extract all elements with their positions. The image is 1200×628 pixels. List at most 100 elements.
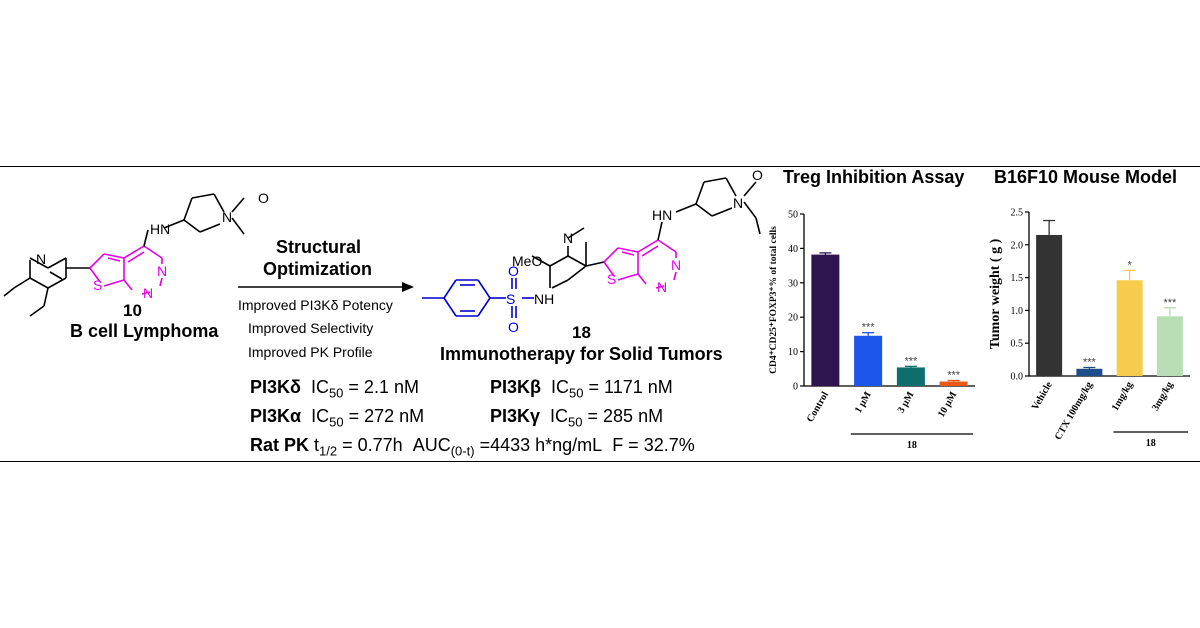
pi3k-alpha-name: PI3Kα: [250, 406, 302, 426]
ic-label: IC: [551, 377, 570, 397]
x-tick-label: Vehicle: [1030, 380, 1055, 413]
y-axis-label: Tumor weight ( g ): [988, 238, 1003, 349]
compound-18-number: 18: [572, 323, 591, 342]
bottom-rule: [0, 461, 1200, 462]
x-tick-label: CTX 100mg/kg: [1053, 380, 1095, 442]
pi3k-gamma-row: PI3Kγ IC50 = 285 nM: [490, 406, 663, 430]
pi3k-beta-value: = 1171 nM: [583, 377, 673, 397]
atom-label: O: [752, 168, 763, 183]
y-tick-label: 0: [793, 382, 798, 393]
x-tick-label: 3 μM: [896, 390, 917, 416]
chart-1-title: Treg Inhibition Assay: [783, 167, 965, 187]
arrow-title-line2: Optimization: [263, 259, 372, 279]
atom-label: NH: [534, 291, 554, 307]
y-tick-label: 30: [788, 278, 798, 289]
y-tick-label: 40: [788, 244, 798, 255]
pi3k-alpha-value: = 272 nM: [343, 406, 425, 426]
auc-sub: (0-t): [450, 443, 475, 459]
bar: [896, 367, 925, 386]
group-label: 18: [907, 440, 917, 451]
bar: [1156, 316, 1183, 376]
significance-label: ***: [904, 355, 918, 367]
y-tick-label: 0.0: [1011, 372, 1024, 383]
pi3k-gamma-name: PI3Kγ: [490, 406, 541, 426]
compound-18-structure: MeO N S O O NH HN N O S N N: [422, 168, 763, 335]
improvement-pk: Improved PK Profile: [248, 344, 373, 360]
improvement-potency: Improved PI3Kδ Potency: [238, 297, 393, 313]
arrow-title-line1: Structural: [276, 237, 362, 257]
ic-label: IC: [310, 377, 329, 397]
atom-label: N: [563, 230, 573, 246]
bioavailability: F = 32.7%: [612, 435, 695, 455]
bar: [811, 254, 840, 386]
significance-label: ***: [1083, 356, 1097, 368]
pi3k-alpha-row: PI3Kα IC50 = 272 nM: [250, 406, 424, 430]
significance-label: ***: [947, 369, 961, 381]
atom-label: MeO: [512, 253, 542, 269]
auc-label: AUC: [412, 435, 451, 455]
y-axis-label: CD4⁺CD25⁺FOXP3⁺% of total cells: [769, 226, 779, 374]
pi3k-beta-name: PI3Kβ: [490, 377, 542, 397]
pi3k-delta-value: = 2.1 nM: [343, 377, 419, 397]
rat-pk-name: Rat PK: [250, 435, 310, 455]
significance-label: ***: [862, 322, 876, 334]
atom-label: N: [733, 195, 743, 211]
ic-sub: 50: [329, 414, 344, 430]
atom-label: O: [508, 263, 519, 279]
x-tick-label: Control: [805, 390, 831, 424]
x-tick-label: 10 μM: [936, 390, 960, 420]
bar: [1076, 368, 1103, 376]
bar: [854, 335, 883, 386]
compound-10-oxygen: O: [258, 190, 269, 206]
y-tick-label: 2.5: [1011, 208, 1024, 219]
atom-label: N: [657, 279, 667, 295]
t-half-sub: 1/2: [319, 443, 338, 459]
atom-label: S: [506, 291, 515, 307]
bar: [939, 381, 968, 386]
ic-sub: 50: [569, 385, 584, 401]
y-tick-label: 0.5: [1011, 339, 1024, 350]
ic-sub: 50: [328, 385, 344, 401]
x-tick-label: 1 μM: [853, 390, 874, 416]
atom-label: S: [607, 271, 616, 287]
pi3k-delta-row: PI3Kδ IC50 = 2.1 nM: [250, 377, 419, 401]
atom-label: S: [93, 277, 102, 293]
compound-10-number: 10: [123, 301, 142, 320]
x-tick-label: 3mg/kg: [1150, 380, 1175, 413]
ic-sub: 50: [568, 414, 583, 430]
atom-label: HN: [150, 221, 170, 237]
compound-10-carbonyl: [0, 0, 1, 1]
x-tick-label: 1mg/kg: [1110, 380, 1135, 413]
auc-value: =4433 h*ng/mL: [474, 435, 603, 455]
bar: [1036, 234, 1063, 376]
t-half-value: = 0.77h: [337, 435, 403, 455]
top-rule: [0, 166, 1200, 167]
ic-label: IC: [311, 406, 330, 426]
y-tick-label: 10: [788, 347, 798, 358]
significance-label: ***: [1163, 297, 1177, 309]
pi3k-gamma-value: = 285 nM: [582, 406, 664, 426]
compound-18-indication: Immunotherapy for Solid Tumors: [440, 344, 723, 364]
y-tick-label: 1.5: [1011, 273, 1024, 284]
treg-inhibition-chart: 0 10 20 30 40 50 CD4⁺CD25⁺FOXP3⁺% of total cel…: [769, 210, 975, 451]
atom-label: O: [508, 319, 519, 335]
chart-2-title: B16F10 Mouse Model: [994, 167, 1178, 187]
compound-10-structure: N HN N S N N: [3, 193, 245, 317]
y-tick-label: 2.0: [1011, 240, 1024, 251]
y-tick-label: 1.0: [1011, 306, 1024, 317]
reaction-arrow: [238, 282, 414, 292]
group-label: 18: [1146, 438, 1156, 449]
pi3k-beta-row: PI3Kβ IC50 = 1171 nM: [490, 377, 673, 401]
improvement-selectivity: Improved Selectivity: [248, 320, 374, 336]
ic-label: IC: [550, 406, 569, 426]
atom-label: N: [671, 257, 681, 273]
atom-label: HN: [652, 207, 672, 223]
y-tick-label: 20: [788, 313, 798, 324]
y-tick-label: 50: [788, 210, 798, 221]
atom-label: N: [143, 285, 153, 301]
rat-pk-row: Rat PK t1/2 = 0.77h AUC(0-t) =4433 h*ng/…: [250, 435, 695, 459]
bar: [1116, 280, 1143, 376]
atom-label: N: [157, 263, 167, 279]
compound-10-indication: B cell Lymphoma: [70, 321, 219, 341]
atom-label: N: [36, 251, 46, 267]
